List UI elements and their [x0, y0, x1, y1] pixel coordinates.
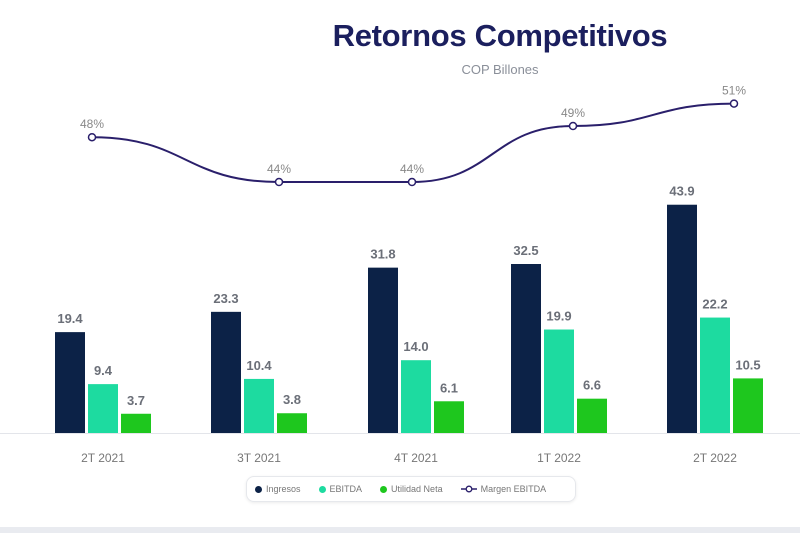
legend-dot	[380, 485, 388, 493]
line-label: 51%	[722, 84, 746, 98]
data-label: 3.8	[283, 392, 301, 407]
line-point	[407, 177, 417, 187]
legend-item: Ingresos	[255, 484, 301, 494]
line-label: 49%	[561, 106, 585, 120]
bar-ingresos	[368, 267, 398, 433]
chart-subtitle: COP Billones	[461, 62, 539, 77]
chart: 19.4 9.4 3.7 2T 2021 23.3 10.4 3.8 3T 2021 31.8 1…	[0, 84, 800, 465]
data-label: 19.9	[546, 309, 571, 324]
line-point	[729, 99, 739, 108]
bar-ebitda	[244, 378, 274, 433]
legend-label: Ingresos	[266, 484, 301, 494]
legend-label: Utilidad Neta	[391, 484, 443, 494]
line-point	[568, 121, 578, 131]
data-label: 14.0	[403, 339, 428, 354]
data-label: 3.7	[127, 393, 145, 408]
x-tick-label: 2T 2021	[81, 451, 125, 465]
data-label: 43.9	[669, 184, 694, 199]
data-label: 32.5	[513, 243, 538, 258]
x-tick-label: 1T 2022	[537, 451, 581, 465]
bar-utilidad-neta	[733, 378, 763, 433]
x-tick-label: 3T 2021	[237, 451, 281, 465]
data-label: 9.4	[94, 363, 113, 378]
data-label: 19.4	[57, 311, 83, 326]
bar-ebitda	[700, 317, 730, 433]
bar-utilidad-neta	[121, 413, 151, 433]
legend-item: Margen EBITDA	[460, 484, 547, 494]
bar-utilidad-neta	[434, 401, 464, 433]
data-label: 22.2	[702, 297, 727, 312]
data-label: 10.5	[735, 357, 760, 372]
legend-item: Utilidad Neta	[380, 484, 443, 494]
line-label: 44%	[400, 162, 424, 176]
line-label: 44%	[267, 162, 291, 176]
bar-ingresos	[667, 204, 697, 433]
legend-label: Margen EBITDA	[480, 484, 547, 494]
x-tick-label: 4T 2021	[394, 451, 438, 465]
x-tick-label: 2T 2022	[693, 451, 737, 465]
bar-ingresos	[55, 332, 85, 433]
bar-ingresos	[511, 264, 541, 433]
bar-ebitda	[544, 329, 574, 433]
legend: Ingresos EBITDA Utilidad Neta Margen EBITDA	[246, 476, 576, 502]
data-label: 6.6	[583, 378, 601, 393]
data-label: 6.1	[440, 380, 458, 395]
legend-label: EBITDA	[329, 484, 363, 494]
bar-ebitda	[401, 360, 431, 433]
bar-utilidad-neta	[277, 413, 307, 433]
legend-line-marker	[460, 485, 477, 493]
data-label: 10.4	[246, 358, 272, 373]
data-label: 31.8	[370, 247, 395, 262]
bar-utilidad-neta	[577, 398, 607, 433]
legend-item: EBITDA	[318, 484, 363, 494]
bar-ingresos	[211, 311, 241, 433]
line-point	[274, 177, 284, 187]
bar-ebitda	[88, 384, 118, 433]
line-point	[87, 132, 97, 142]
line-label: 48%	[80, 117, 104, 131]
legend-dot	[318, 485, 326, 493]
chart-title: Retornos Competitivos	[332, 18, 668, 53]
data-label: 23.3	[213, 291, 238, 306]
legend-dot	[255, 485, 262, 493]
bottom-bar	[0, 527, 800, 533]
